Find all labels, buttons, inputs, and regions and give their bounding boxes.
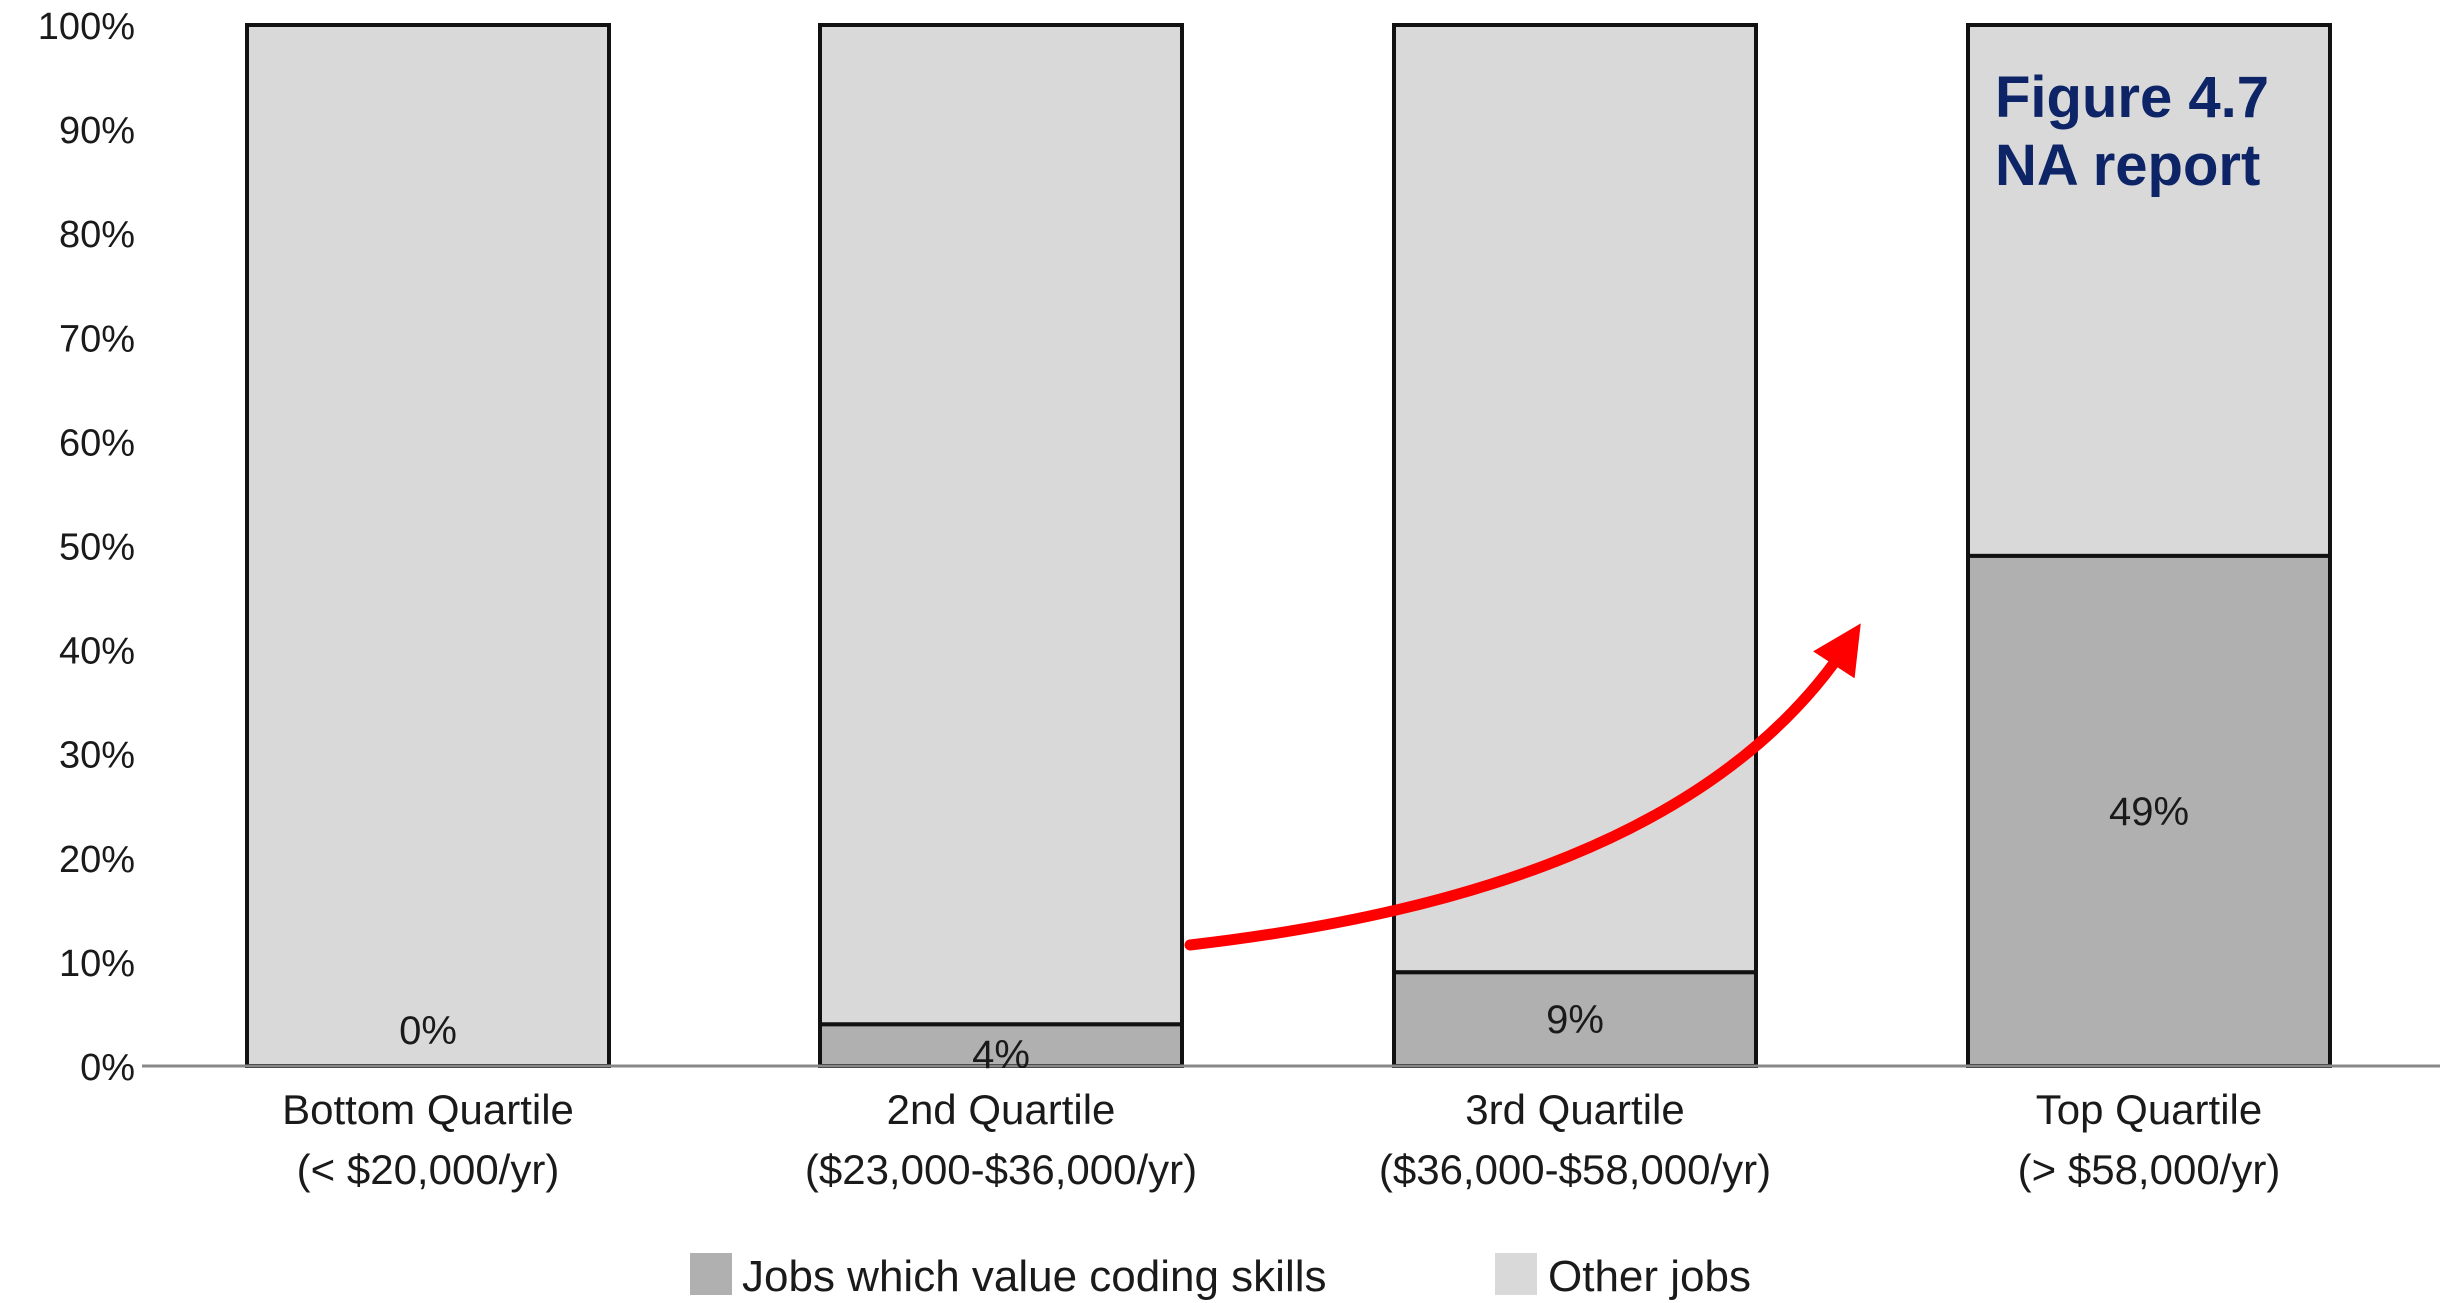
legend: Jobs which value coding skills Other jobs: [690, 1252, 1751, 1301]
y-tick-label: 10%: [59, 943, 135, 985]
y-tick-label: 100%: [38, 6, 135, 48]
legend-label: Jobs which value coding skills: [742, 1252, 1327, 1301]
category-labels: Bottom Quartile (< $20,000/yr) 2nd Quartil…: [282, 1086, 2280, 1193]
figure-note-line1: Figure 4.7: [1995, 65, 2269, 130]
data-label: 4%: [972, 1033, 1030, 1077]
y-tick-label: 40%: [59, 631, 135, 673]
y-tick-label: 80%: [59, 214, 135, 256]
category-sublabel: ($36,000-$58,000/yr): [1379, 1146, 1771, 1193]
y-tick-label: 90%: [59, 110, 135, 152]
y-tick-label: 30%: [59, 735, 135, 777]
y-tick-label: 0%: [80, 1047, 135, 1089]
y-axis-ticks: 0% 10% 20% 30% 40% 50% 60% 70% 80% 90% 100%: [38, 6, 135, 1089]
y-tick-label: 70%: [59, 318, 135, 360]
bar-other-jobs: [245, 23, 611, 1068]
trend-arrow: [1184, 623, 1861, 951]
category-label: Top Quartile: [2036, 1086, 2262, 1133]
category-sublabel: (> $58,000/yr): [2018, 1146, 2281, 1193]
figure-note-line2: NA report: [1995, 133, 2260, 198]
legend-swatch: [690, 1253, 732, 1295]
y-tick-label: 20%: [59, 839, 135, 881]
category-label: Bottom Quartile: [282, 1086, 574, 1133]
bar-other-jobs: [818, 23, 1184, 1027]
bars: [245, 23, 2332, 1068]
y-tick-label: 60%: [59, 422, 135, 464]
data-label: 49%: [2109, 790, 2189, 834]
category-label: 2nd Quartile: [887, 1086, 1116, 1133]
data-label: 9%: [1546, 998, 1604, 1042]
figure-note: Figure 4.7 NA report: [1995, 65, 2269, 198]
legend-label: Other jobs: [1548, 1252, 1751, 1301]
category-label: 3rd Quartile: [1465, 1086, 1684, 1133]
legend-swatch: [1495, 1253, 1537, 1295]
data-labels: 0% 4% 9% 49%: [399, 790, 2189, 1077]
y-tick-label: 50%: [59, 527, 135, 569]
bar-other-jobs: [1392, 23, 1758, 975]
category-sublabel: (< $20,000/yr): [297, 1146, 560, 1193]
category-sublabel: ($23,000-$36,000/yr): [805, 1146, 1197, 1193]
bar-other-jobs: [1966, 23, 2332, 558]
data-label: 0%: [399, 1009, 457, 1053]
